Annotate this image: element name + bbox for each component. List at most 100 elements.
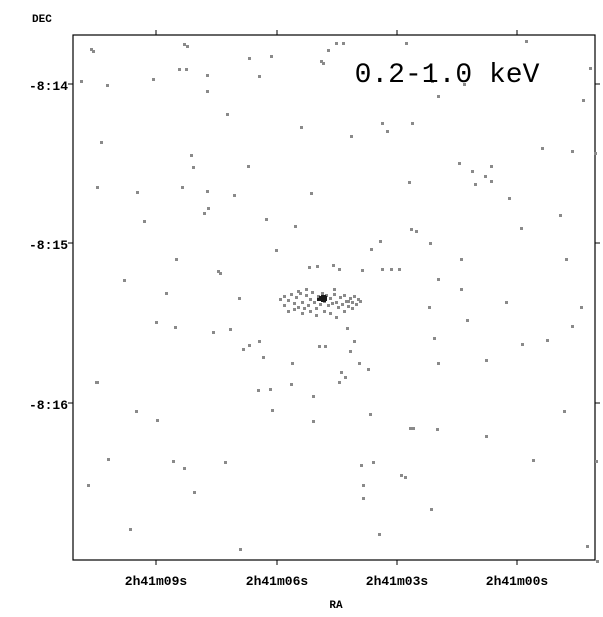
event-pixel <box>305 294 308 297</box>
event-pixel <box>484 175 487 178</box>
event-pixel <box>174 326 177 329</box>
event-pixel <box>206 190 209 193</box>
event-pixel <box>270 55 273 58</box>
event-pixel <box>428 306 431 309</box>
event-pixel <box>87 484 90 487</box>
event-pixel <box>415 230 418 233</box>
event-pixel <box>342 42 345 45</box>
event-pixel <box>308 266 311 269</box>
event-pixel <box>338 268 341 271</box>
event-pixel <box>186 45 189 48</box>
event-pixel <box>331 302 334 305</box>
event-pixel <box>233 194 236 197</box>
event-pixel <box>239 548 242 551</box>
event-pixel <box>269 388 272 391</box>
event-pixel <box>219 272 222 275</box>
event-pixel <box>437 95 440 98</box>
event-pixel <box>287 310 290 313</box>
event-pixel <box>339 296 342 299</box>
event-pixel <box>229 328 232 331</box>
event-pixel <box>258 340 261 343</box>
event-pixel <box>559 214 562 217</box>
event-pixel <box>156 419 159 422</box>
event-pixel <box>217 270 220 273</box>
y-tick-label: -8:16 <box>29 398 68 413</box>
event-pixel <box>297 306 300 309</box>
event-pixel <box>297 290 300 293</box>
event-pixel <box>335 301 338 304</box>
event-pixel <box>290 293 293 296</box>
event-pixel <box>299 292 302 295</box>
event-pixel <box>313 301 316 304</box>
event-pixel <box>362 484 365 487</box>
event-pixel <box>315 314 318 317</box>
x-tick-label: 2h41m06s <box>246 574 309 589</box>
event-pixel <box>357 298 360 301</box>
event-pixel <box>283 295 286 298</box>
event-pixel <box>309 310 312 313</box>
event-pixel <box>404 476 407 479</box>
event-pixel <box>379 240 382 243</box>
event-pixel <box>571 150 574 153</box>
event-pixel <box>305 288 308 291</box>
event-pixel <box>350 135 353 138</box>
event-pixel <box>100 141 103 144</box>
event-pixel <box>353 295 356 298</box>
event-pixel <box>312 395 315 398</box>
event-pixel <box>521 343 524 346</box>
x-axis-title: RA <box>329 600 343 612</box>
event-pixel <box>96 381 99 384</box>
event-pixel <box>90 48 93 51</box>
event-pixel <box>183 43 186 46</box>
event-pixel <box>321 292 324 295</box>
event-pixel <box>152 78 155 81</box>
event-pixel <box>405 42 408 45</box>
event-pixel <box>238 297 241 300</box>
event-pixel <box>183 467 186 470</box>
x-tick-label: 2h41m00s <box>486 574 549 589</box>
event-pixel <box>347 300 350 303</box>
event-pixel <box>594 152 597 155</box>
event-pixel <box>349 350 352 353</box>
event-pixel <box>338 381 341 384</box>
event-pixel <box>353 340 356 343</box>
event-pixel <box>106 84 109 87</box>
event-pixel <box>386 130 389 133</box>
event-pixel <box>257 389 260 392</box>
event-pixel <box>474 183 477 186</box>
event-pixel <box>172 460 175 463</box>
event-pixel <box>320 60 323 63</box>
event-pixel <box>343 294 346 297</box>
event-pixel <box>390 268 393 271</box>
event-pixel <box>329 297 332 300</box>
event-pixel <box>463 83 466 86</box>
event-pixel <box>466 319 469 322</box>
event-pixel <box>312 420 315 423</box>
source-core <box>317 298 321 301</box>
event-pixel <box>541 147 544 150</box>
event-pixel <box>135 410 138 413</box>
event-pixel <box>287 299 290 302</box>
event-pixel <box>258 75 261 78</box>
event-pixel <box>343 310 346 313</box>
event-pixel <box>349 297 352 300</box>
x-tick-label: 2h41m09s <box>125 574 188 589</box>
event-pixel <box>207 207 210 210</box>
event-pixel <box>411 122 414 125</box>
event-pixel <box>359 300 362 303</box>
event-pixel <box>563 410 566 413</box>
event-pixel <box>185 68 188 71</box>
event-pixel <box>80 80 83 83</box>
event-pixel <box>333 293 336 296</box>
event-pixel <box>318 345 321 348</box>
event-pixel <box>291 362 294 365</box>
event-pixel <box>362 497 365 500</box>
event-pixel <box>571 325 574 328</box>
event-pixel <box>307 304 310 307</box>
event-pixel <box>589 67 592 70</box>
event-pixel <box>295 296 298 299</box>
event-pixel <box>92 50 95 53</box>
event-pixel <box>347 305 350 308</box>
event-pixel <box>341 303 344 306</box>
y-axis-title: DEC <box>32 14 52 26</box>
